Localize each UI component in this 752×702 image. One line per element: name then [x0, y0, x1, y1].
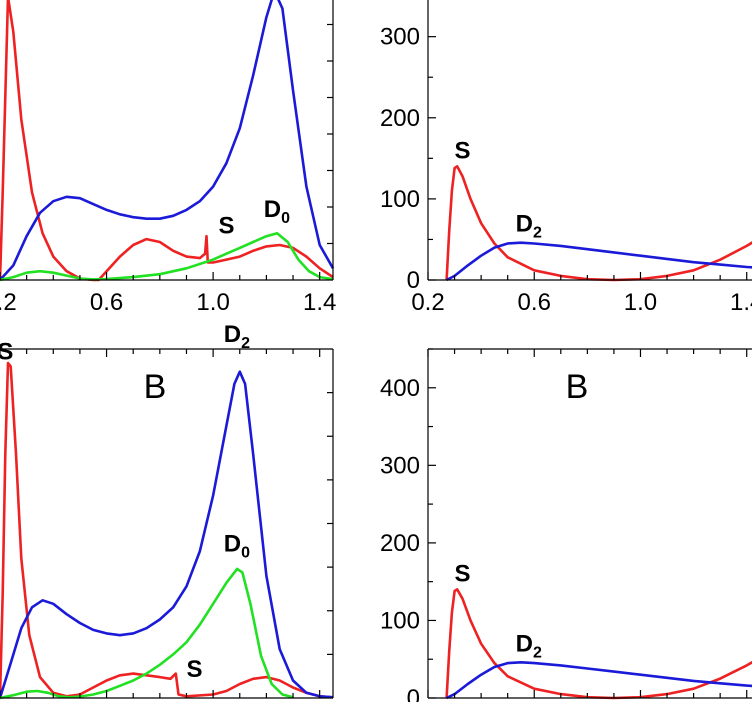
top-right-series-blue-line — [446, 241, 752, 282]
top-left-x-tick-label: 1.0 — [196, 289, 229, 316]
bottom-left-series-red-line — [0, 361, 334, 699]
bottom-left-curve-label: S — [0, 338, 13, 365]
top-right-x-tick-label: 0.6 — [518, 289, 551, 316]
top-right-x-tick-label: 0.2 — [411, 289, 444, 316]
bottom-right-series-red-line — [445, 588, 752, 700]
top-left-series-green-line — [0, 232, 334, 282]
top-right-series-red-line — [445, 165, 752, 282]
bottom-left-panel-label: B — [144, 368, 167, 406]
panel-bottom-left: S D2 D0 S B — [0, 321, 334, 700]
top-right-y-tick-label: 300 — [380, 24, 420, 51]
bottom-right-series-blue-line — [446, 661, 752, 700]
top-right-y-tick-label: 100 — [380, 186, 420, 213]
top-left-series-blue-line — [0, 0, 335, 281]
bottom-right-curve-label: D2 — [516, 630, 542, 661]
top-right-x-tick-label: 1.0 — [624, 289, 657, 316]
top-left-x-tick-label: 0.2 — [0, 289, 17, 316]
bottom-left-curve-label: D2 — [224, 321, 250, 352]
bottom-right-y-tick-label: 100 — [380, 607, 420, 634]
bottom-right-y-tick-label: 200 — [380, 530, 420, 557]
top-right-curve-label: D2 — [516, 210, 542, 241]
panel-top-right: 0.2 0.6 1.0 1.4 0 100 200 300 S D2 — [380, 0, 752, 316]
bottom-right-y-tick-label: 0 — [407, 685, 420, 702]
bottom-left-series-blue-line — [0, 370, 334, 699]
top-right-y-tick-label: 200 — [380, 105, 420, 132]
bottom-left-curve-label: D0 — [224, 530, 250, 561]
bottom-left-series-green-line — [0, 567, 294, 700]
bottom-right-y-tick-label: 400 — [380, 375, 420, 402]
top-right-y-tick-label: 0 — [407, 267, 420, 294]
top-left-curve-label: S — [218, 212, 234, 239]
panel-top-left: 0.20.61.01.4SSD0 — [0, 0, 336, 316]
bottom-right-y-tick-label: 300 — [380, 452, 420, 479]
top-left-x-tick-label: 1.4 — [303, 289, 336, 316]
top-left-x-tick-label: 0.6 — [90, 289, 123, 316]
top-right-x-tick-label: 1.4 — [730, 289, 752, 316]
top-left-series-red-line — [0, 0, 334, 282]
top-right-curve-label: S — [455, 137, 471, 164]
bottom-left-curve-label: S — [186, 656, 202, 683]
bottom-right-curve-label: S — [455, 561, 471, 588]
top-left-curve-label: D0 — [264, 196, 290, 227]
panel-bottom-right: 0 100 200 300 400 S D2 B — [380, 348, 752, 702]
bottom-right-panel-label: B — [566, 368, 589, 406]
